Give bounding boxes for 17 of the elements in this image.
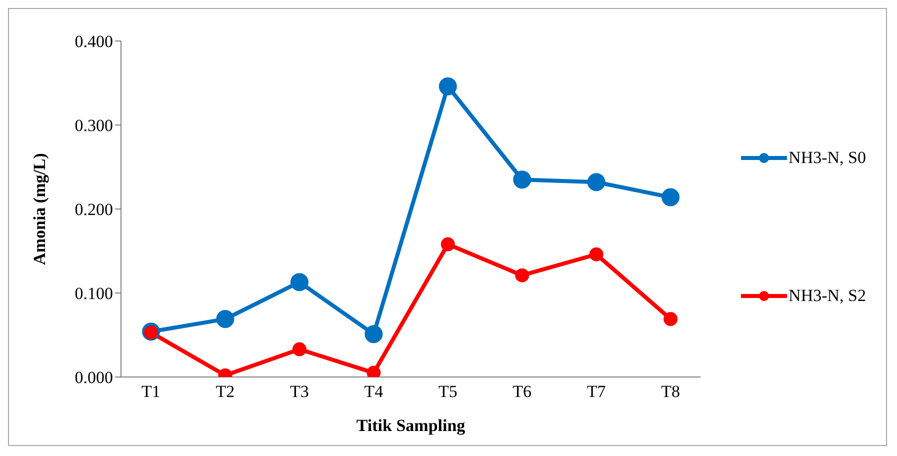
x-tick-label: T7	[586, 382, 606, 402]
y-tick-label: 0.200	[74, 200, 113, 220]
y-axis-title: Amonia (mg/L)	[30, 153, 50, 265]
y-tick-label: 0.400	[74, 32, 113, 52]
x-tick-label: T8	[661, 382, 680, 402]
x-tick-label: T3	[290, 382, 309, 402]
x-tick-label: T6	[512, 382, 532, 402]
x-tick-label: T2	[216, 382, 235, 402]
x-tick-label: T4	[364, 382, 384, 402]
legend-label: NH3-N, S2	[788, 286, 866, 306]
y-tick-label: 0.300	[74, 116, 113, 136]
legend-label: NH3-N, S0	[788, 148, 866, 168]
x-tick-label: T5	[438, 382, 458, 402]
x-axis-title: Titik Sampling	[356, 416, 466, 435]
x-tick-label: T1	[142, 382, 160, 402]
y-tick-label: 0.000	[74, 368, 113, 388]
y-tick-label: 0.100	[74, 284, 113, 304]
